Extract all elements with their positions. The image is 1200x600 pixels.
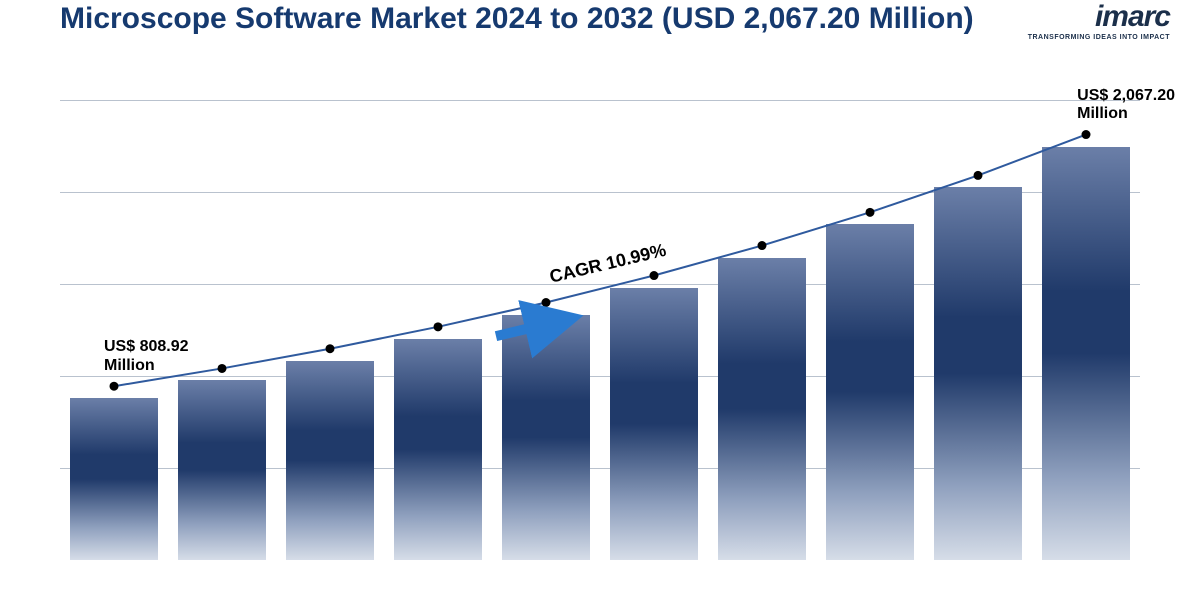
bar-series xyxy=(60,100,1140,560)
logo-main-text: imarc xyxy=(1028,0,1170,34)
bar xyxy=(1042,147,1130,560)
start-value-unit: Million xyxy=(104,357,155,374)
end-value-unit: Million xyxy=(1077,105,1128,122)
bar xyxy=(718,258,806,560)
logo-tagline: TRANSFORMING IDEAS INTO IMPACT xyxy=(1028,34,1170,41)
bar xyxy=(610,288,698,560)
end-value-label: US$ 2,067.20 Million xyxy=(1077,87,1175,124)
bar xyxy=(178,380,266,560)
bar xyxy=(826,224,914,560)
bar xyxy=(394,339,482,560)
brand-logo: imarc TRANSFORMING IDEAS INTO IMPACT xyxy=(1028,0,1170,41)
bar xyxy=(286,361,374,560)
bar xyxy=(70,398,158,560)
end-value-text: US$ 2,067.20 xyxy=(1077,87,1175,104)
start-value-text: US$ 808.92 xyxy=(104,338,189,355)
start-value-label: US$ 808.92 Million xyxy=(104,338,189,375)
bar xyxy=(934,187,1022,560)
market-chart: US$ 808.92 Million US$ 2,067.20 Million … xyxy=(60,100,1140,560)
bar xyxy=(502,315,590,561)
chart-page: Microscope Software Market 2024 to 2032 … xyxy=(0,0,1200,600)
page-title: Microscope Software Market 2024 to 2032 … xyxy=(60,0,1000,38)
